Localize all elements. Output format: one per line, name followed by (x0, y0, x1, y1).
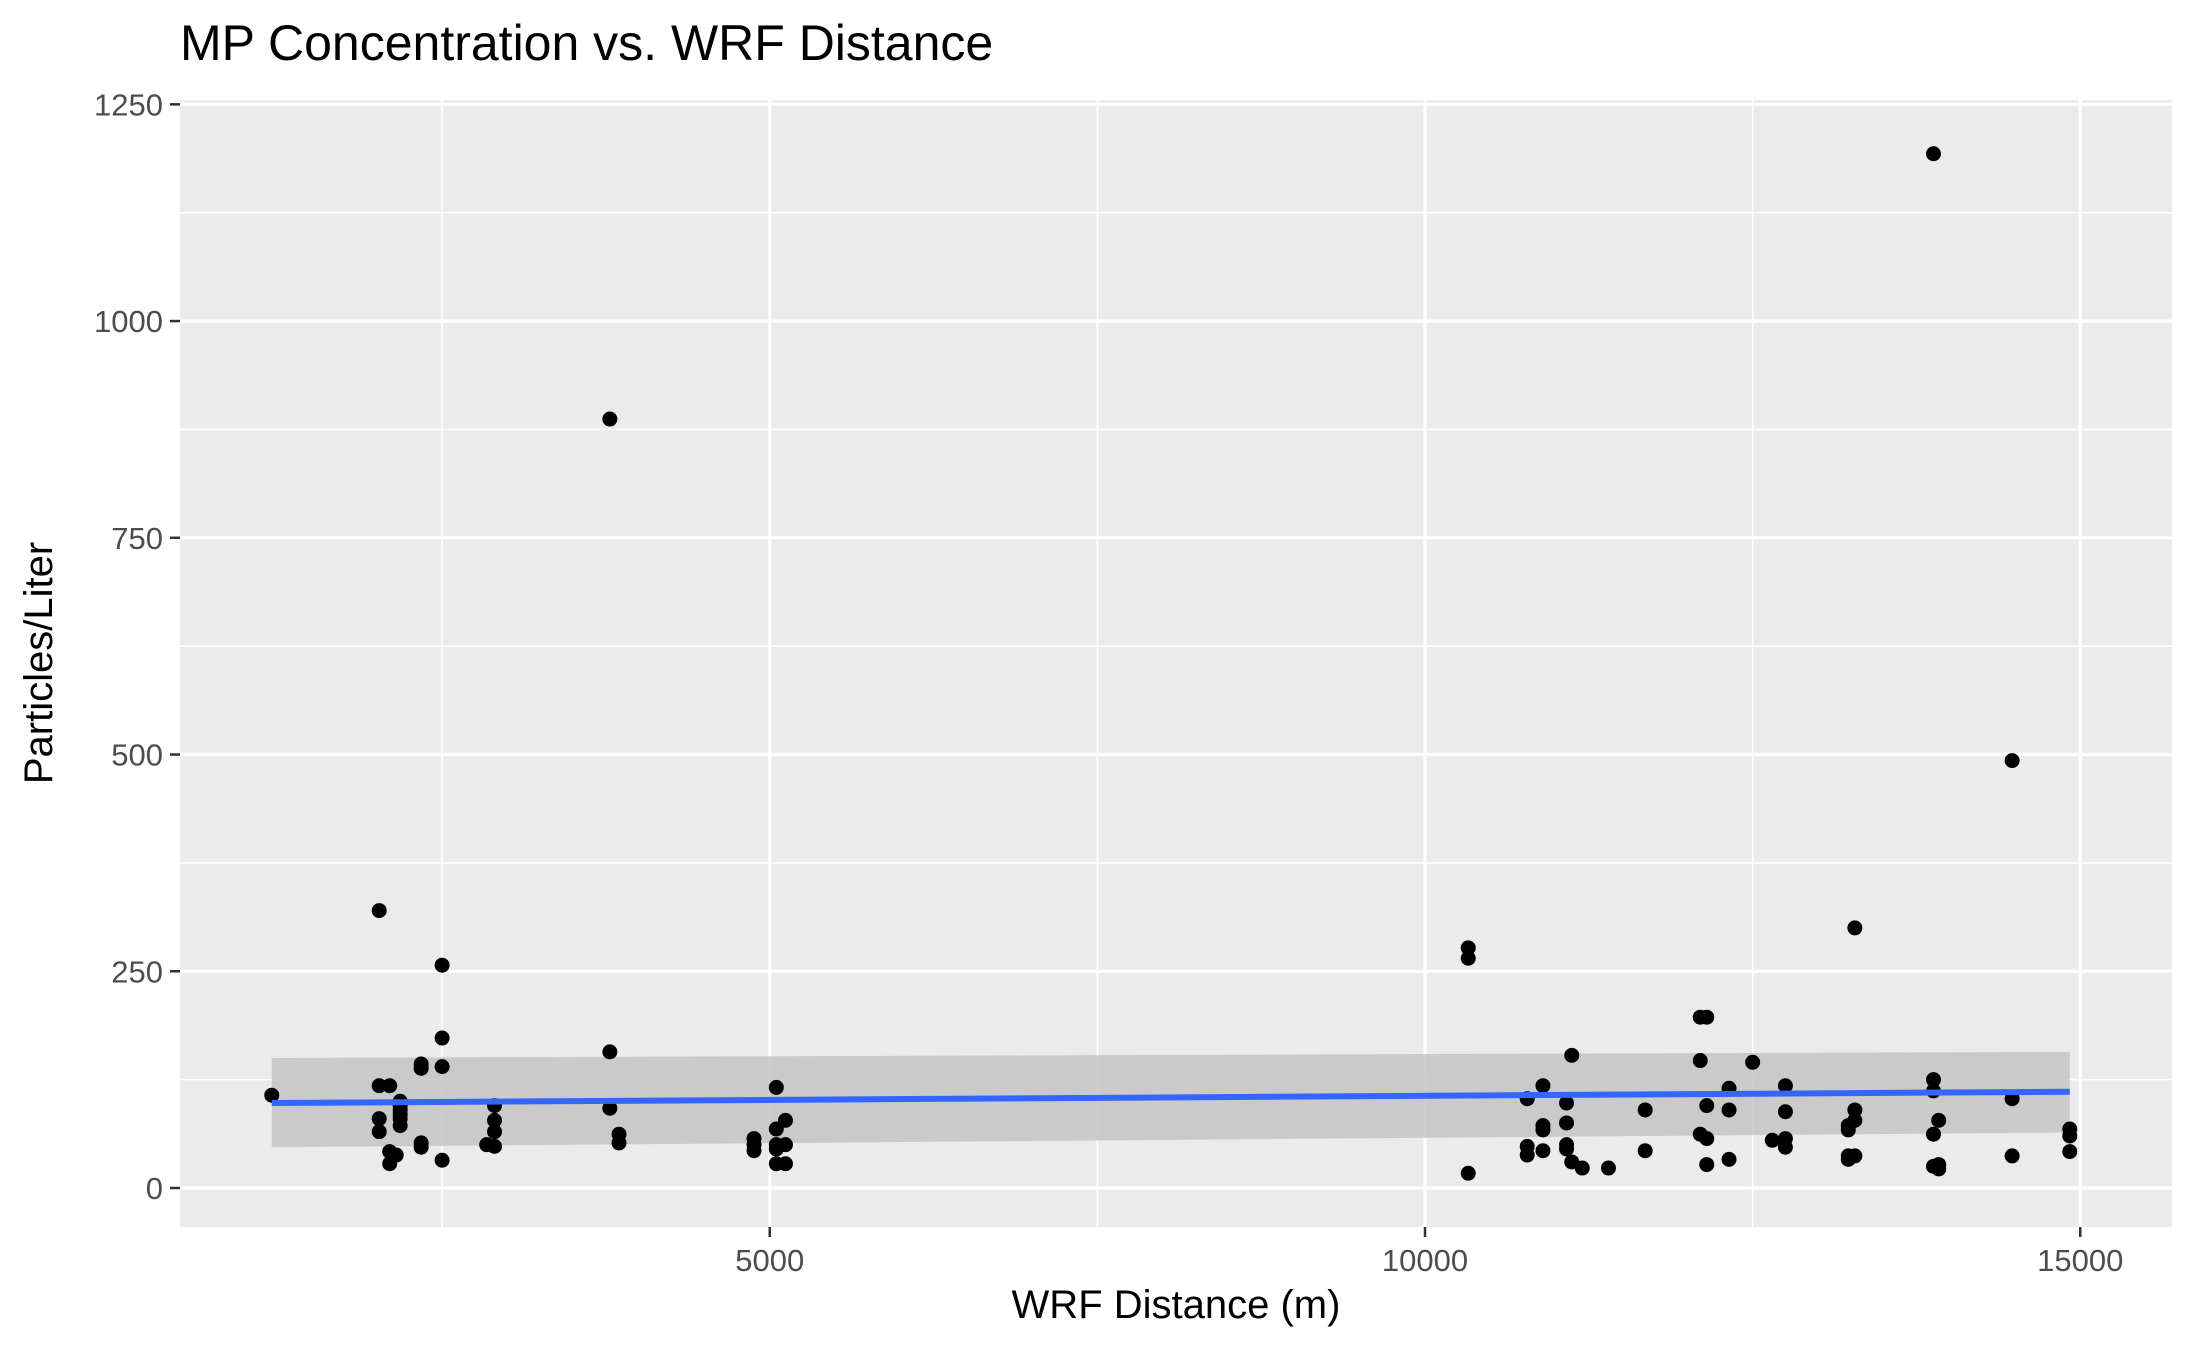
y-tick-label: 750 (111, 521, 163, 556)
data-point (392, 1118, 408, 1134)
data-point (602, 1044, 618, 1060)
x-axis-title: WRF Distance (m) (1012, 1283, 1341, 1327)
data-point (1847, 920, 1863, 936)
data-point (777, 1156, 793, 1172)
data-point (1925, 1072, 1941, 1088)
data-point (434, 957, 450, 973)
data-point (264, 1087, 280, 1103)
y-tick-label: 1250 (94, 87, 163, 122)
data-point (2062, 1128, 2078, 1144)
plot-panel (180, 100, 2172, 1227)
data-point (777, 1112, 793, 1128)
regression-line-layer (271, 1088, 2070, 1107)
y-tick-label: 500 (111, 738, 163, 773)
data-point (777, 1137, 793, 1153)
data-point (1777, 1104, 1793, 1120)
data-point (1777, 1139, 1793, 1155)
data-point (1925, 1126, 1941, 1142)
data-point (487, 1112, 503, 1128)
data-point (1600, 1160, 1616, 1176)
data-point (371, 903, 387, 919)
y-tick-label: 250 (111, 954, 163, 989)
data-point (388, 1147, 404, 1163)
data-point (1535, 1122, 1551, 1138)
data-point (371, 1078, 387, 1094)
data-point (434, 1030, 450, 1046)
data-point (1535, 1078, 1551, 1094)
data-points (264, 146, 2078, 1181)
data-point (1559, 1115, 1575, 1131)
major-gridlines (180, 100, 2172, 1227)
data-point (2004, 753, 2020, 769)
data-point (1777, 1078, 1793, 1094)
data-point (1699, 1131, 1715, 1147)
chart-title: MP Concentration vs. WRF Distance (180, 15, 994, 71)
data-point (1699, 1009, 1715, 1025)
data-point (1692, 1053, 1708, 1069)
data-point (382, 1078, 398, 1094)
data-point (1535, 1143, 1551, 1159)
data-point (1931, 1112, 1947, 1128)
data-point (1764, 1132, 1780, 1148)
data-point (1847, 1112, 1863, 1128)
data-point (487, 1124, 503, 1140)
x-tick-label: 10000 (1382, 1243, 1468, 1278)
data-point (1564, 1047, 1580, 1063)
data-point (611, 1135, 627, 1151)
y-tick-label: 1000 (94, 304, 163, 339)
data-point (1745, 1054, 1761, 1070)
x-axis: 5000 10000 15000 (735, 1227, 2123, 1278)
y-tick-label: 0 (146, 1171, 163, 1206)
y-axis-title: Particles/Liter (17, 542, 61, 784)
data-point (746, 1143, 762, 1159)
x-tick-label: 15000 (2037, 1243, 2123, 1278)
data-point (1925, 146, 1941, 162)
data-point (602, 411, 618, 427)
data-point (413, 1139, 429, 1155)
data-point (487, 1138, 503, 1154)
data-point (768, 1079, 784, 1095)
data-point (2062, 1144, 2078, 1160)
data-point (1559, 1095, 1575, 1111)
regression-line (271, 1088, 2070, 1107)
data-point (1721, 1151, 1737, 1167)
data-point (1637, 1143, 1653, 1159)
data-point (1460, 950, 1476, 966)
data-point (1699, 1098, 1715, 1114)
data-point (602, 1100, 618, 1116)
data-point (1847, 1148, 1863, 1164)
data-point (2004, 1148, 2020, 1164)
data-point (434, 1152, 450, 1168)
data-point (413, 1060, 429, 1076)
data-point (1721, 1102, 1737, 1118)
data-point (1847, 1102, 1863, 1118)
data-point (1931, 1161, 1947, 1177)
data-point (1574, 1160, 1590, 1176)
data-point (1460, 1165, 1476, 1181)
data-point (434, 1059, 450, 1075)
data-point (1559, 1141, 1575, 1157)
data-point (1637, 1102, 1653, 1118)
data-point (1699, 1157, 1715, 1173)
x-tick-label: 5000 (735, 1243, 804, 1278)
data-point (371, 1124, 387, 1140)
data-point (1519, 1147, 1535, 1163)
y-axis: 0 250 500 750 1000 1250 (94, 87, 180, 1206)
data-point (1460, 940, 1476, 956)
data-point (371, 1111, 387, 1127)
